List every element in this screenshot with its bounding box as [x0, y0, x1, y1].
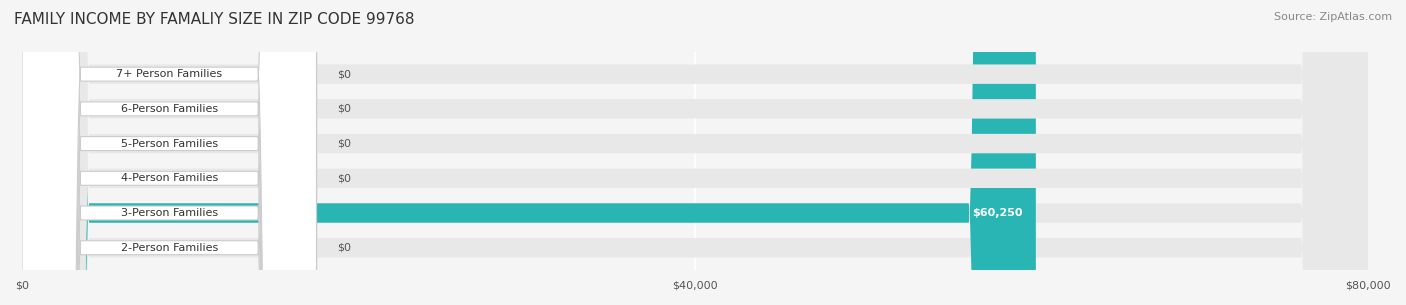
FancyBboxPatch shape	[22, 0, 1368, 305]
FancyBboxPatch shape	[22, 0, 316, 305]
Text: $0: $0	[336, 173, 350, 183]
FancyBboxPatch shape	[22, 0, 1368, 305]
Text: 2-Person Families: 2-Person Families	[121, 243, 218, 253]
Text: $60,250: $60,250	[972, 208, 1022, 218]
Text: FAMILY INCOME BY FAMALIY SIZE IN ZIP CODE 99768: FAMILY INCOME BY FAMALIY SIZE IN ZIP COD…	[14, 12, 415, 27]
FancyBboxPatch shape	[22, 0, 316, 305]
Text: 7+ Person Families: 7+ Person Families	[117, 69, 222, 79]
Text: 6-Person Families: 6-Person Families	[121, 104, 218, 114]
Text: Source: ZipAtlas.com: Source: ZipAtlas.com	[1274, 12, 1392, 22]
FancyBboxPatch shape	[22, 0, 1368, 305]
Text: $0: $0	[336, 104, 350, 114]
FancyBboxPatch shape	[22, 0, 1036, 305]
FancyBboxPatch shape	[22, 0, 316, 305]
Text: $0: $0	[336, 243, 350, 253]
Text: 5-Person Families: 5-Person Families	[121, 138, 218, 149]
FancyBboxPatch shape	[22, 0, 316, 305]
FancyBboxPatch shape	[22, 0, 1368, 305]
Text: 4-Person Families: 4-Person Families	[121, 173, 218, 183]
FancyBboxPatch shape	[22, 0, 1368, 305]
Text: $0: $0	[336, 69, 350, 79]
FancyBboxPatch shape	[22, 0, 1368, 305]
FancyBboxPatch shape	[22, 0, 316, 305]
FancyBboxPatch shape	[22, 0, 316, 305]
Text: $0: $0	[336, 138, 350, 149]
Text: 3-Person Families: 3-Person Families	[121, 208, 218, 218]
